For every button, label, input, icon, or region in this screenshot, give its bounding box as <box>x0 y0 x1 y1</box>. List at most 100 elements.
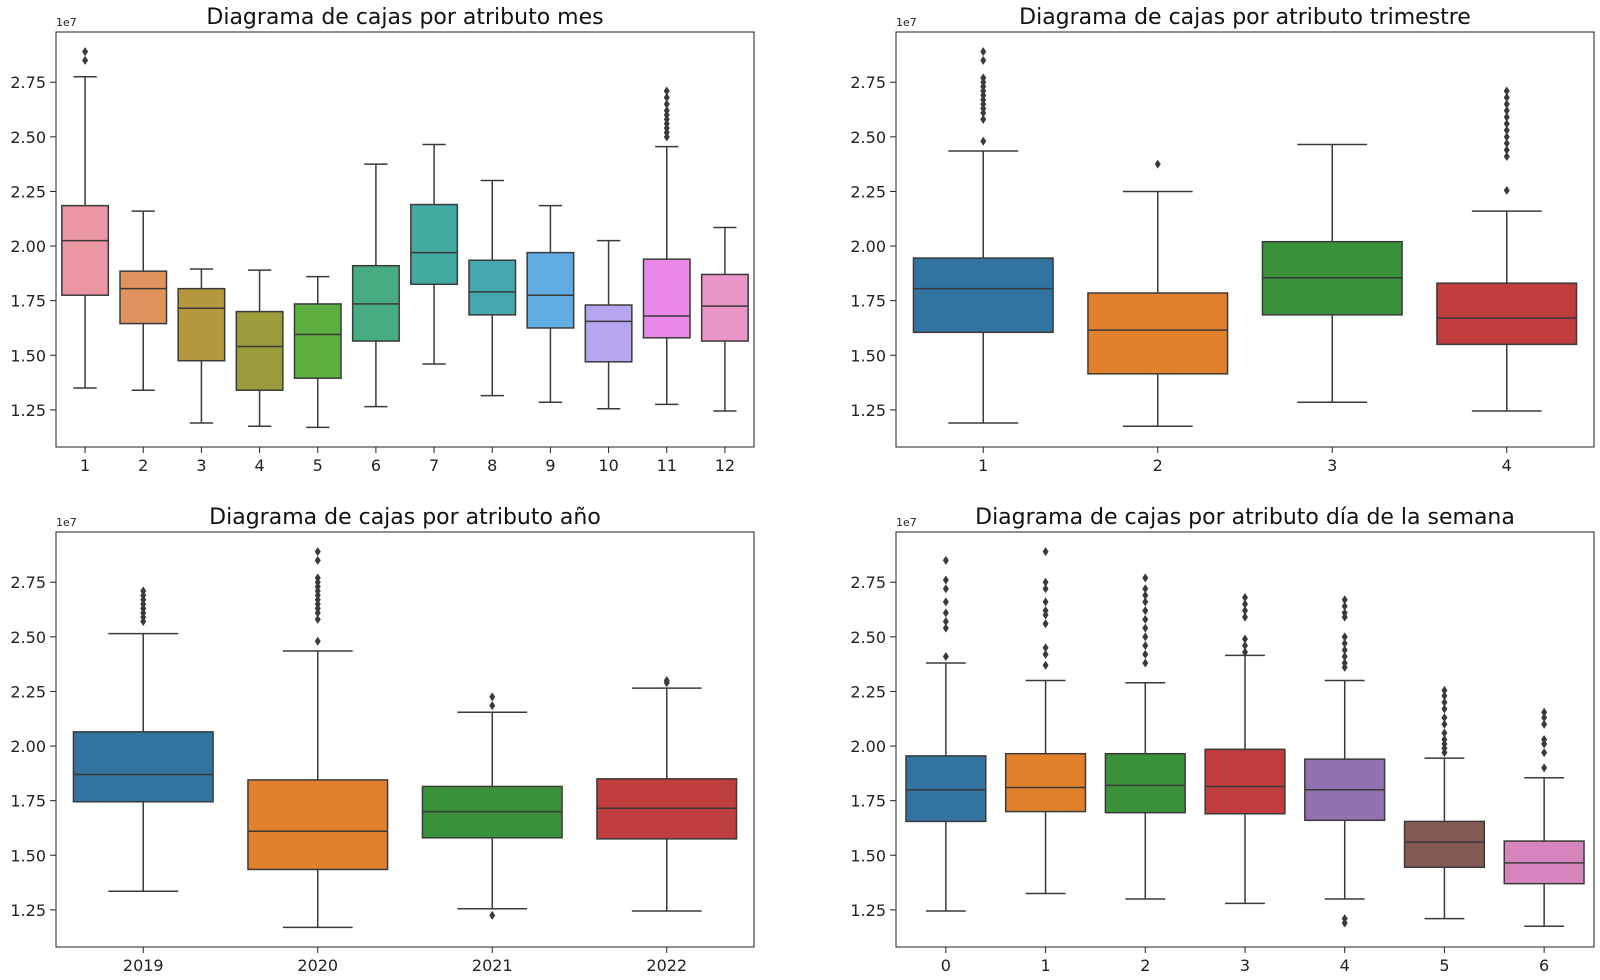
y-tick-label: 2.00 <box>850 237 886 256</box>
plot-frame <box>55 31 755 448</box>
outlier-point <box>1541 748 1548 758</box>
outlier-point <box>1341 645 1348 655</box>
box-2 <box>1087 159 1229 427</box>
iqr-box <box>468 259 517 316</box>
outlier-point <box>1142 597 1149 607</box>
plot-frame <box>895 531 1595 948</box>
outlier-point <box>1242 647 1248 657</box>
x-tick-label: 11 <box>657 456 677 475</box>
outlier-point <box>1503 93 1510 103</box>
iqr-box <box>1004 752 1087 813</box>
x-tick-label: 5 <box>313 456 323 475</box>
outlier-point <box>314 573 321 583</box>
box-12 <box>700 226 749 412</box>
outlier-point <box>663 99 670 109</box>
y-tick-label: 1.25 <box>850 401 886 420</box>
box-4 <box>1304 595 1386 928</box>
outlier-point <box>1341 638 1348 648</box>
outlier-point <box>1142 573 1149 583</box>
chart-title: Diagrama de cajas por atributo trimestre <box>1019 5 1471 30</box>
outlier-point <box>942 555 949 565</box>
outlier-point <box>663 676 670 686</box>
box-4 <box>235 269 284 427</box>
box-1 <box>912 47 1054 424</box>
outlier-point <box>1341 595 1348 605</box>
outlier-point <box>1441 728 1448 738</box>
x-tick-label: 2021 <box>472 956 513 975</box>
box-2 <box>1104 573 1186 900</box>
box-2 <box>119 210 168 391</box>
box-6 <box>351 163 400 408</box>
outlier-point <box>1142 658 1149 668</box>
plot-frame <box>55 531 755 948</box>
outlier-point <box>1142 614 1149 624</box>
x-tick-label: 4 <box>254 456 264 475</box>
y-tick-label: 2.50 <box>850 628 886 647</box>
outlier-point <box>663 86 670 96</box>
outlier-point <box>82 55 89 65</box>
x-tick-label: 12 <box>715 456 735 475</box>
x-tick-label: 3 <box>196 456 206 475</box>
outlier-point <box>1242 606 1248 616</box>
outlier-point <box>1341 914 1348 924</box>
subplot-2: Diagrama de cajas por atributo trimestre… <box>850 5 1595 475</box>
outlier-point <box>1441 697 1448 707</box>
box-2019 <box>72 586 214 893</box>
iqr-box <box>1204 748 1286 815</box>
y-tick-label: 2.25 <box>850 182 886 201</box>
box-2022 <box>596 676 738 912</box>
outlier-point <box>1142 641 1149 651</box>
box-6 <box>1503 707 1585 927</box>
box-4 <box>1436 86 1578 412</box>
y-tick-label: 1.50 <box>10 346 46 365</box>
outlier-point <box>489 692 496 702</box>
box-10 <box>584 239 633 410</box>
outlier-point <box>1042 606 1049 616</box>
outlier-point <box>1503 125 1510 135</box>
y-tick-label: 2.75 <box>850 73 886 92</box>
subplot-1: Diagrama de cajas por atributo mes 1e7 1.2… <box>10 5 755 475</box>
iqr-box <box>177 287 226 362</box>
outlier-point <box>1341 601 1348 611</box>
outlier-point <box>1503 112 1510 122</box>
outlier-point <box>942 652 949 661</box>
iqr-box <box>1087 292 1229 375</box>
y-tick-label: 2.75 <box>850 573 886 592</box>
y-multiplier-label: 1e7 <box>56 16 77 29</box>
y-tick-label: 2.00 <box>10 237 46 256</box>
box-8 <box>468 179 517 397</box>
x-tick-label: 8 <box>487 456 497 475</box>
outlier-point <box>1441 719 1448 729</box>
iqr-box <box>61 204 110 296</box>
outlier-point <box>489 910 496 920</box>
outlier-point <box>1503 152 1510 161</box>
x-tick-label: 6 <box>1539 956 1549 975</box>
outlier-point <box>1341 608 1348 618</box>
outlier-point <box>1441 691 1448 701</box>
outlier-point <box>1503 99 1510 109</box>
outlier-point <box>140 586 147 596</box>
outlier-point <box>1142 623 1149 633</box>
outlier-point <box>942 623 949 633</box>
x-tick-label: 10 <box>598 456 618 475</box>
y-tick-label: 1.25 <box>10 401 46 420</box>
outlier-point <box>1441 685 1448 695</box>
outlier-point <box>314 555 321 565</box>
outlier-point <box>980 136 987 146</box>
x-tick-label: 2020 <box>297 956 338 975</box>
iqr-box <box>1436 282 1578 346</box>
outlier-point <box>1541 735 1548 744</box>
outlier-point <box>942 617 949 627</box>
outlier-point <box>980 73 987 83</box>
outlier-point <box>942 608 949 618</box>
y-multiplier-label: 1e7 <box>896 16 917 29</box>
subplot-3: Diagrama de cajas por atributo año 1e7 1.2… <box>10 505 755 975</box>
outlier-point <box>980 47 987 57</box>
y-tick-label: 1.75 <box>850 792 886 811</box>
outlier-point <box>1142 649 1149 659</box>
x-tick-label: 3 <box>1240 956 1250 975</box>
outlier-point <box>1541 707 1548 717</box>
box-2021 <box>421 692 563 920</box>
y-tick-label: 1.25 <box>10 901 46 920</box>
